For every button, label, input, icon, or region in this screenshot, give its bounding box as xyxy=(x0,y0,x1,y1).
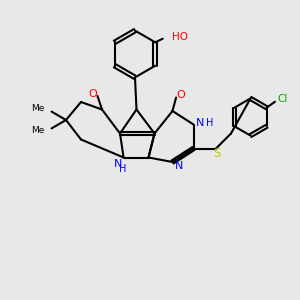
Text: HO: HO xyxy=(172,32,188,42)
Text: H: H xyxy=(206,118,214,128)
Text: O: O xyxy=(176,90,185,100)
Text: N: N xyxy=(175,160,183,171)
Text: H: H xyxy=(119,164,127,174)
Text: O: O xyxy=(88,88,97,99)
Text: Cl: Cl xyxy=(277,94,287,104)
Text: N: N xyxy=(196,118,204,128)
Text: N: N xyxy=(114,159,122,169)
Text: S: S xyxy=(213,147,220,161)
Text: Me: Me xyxy=(31,126,44,135)
Text: Me: Me xyxy=(31,104,44,113)
